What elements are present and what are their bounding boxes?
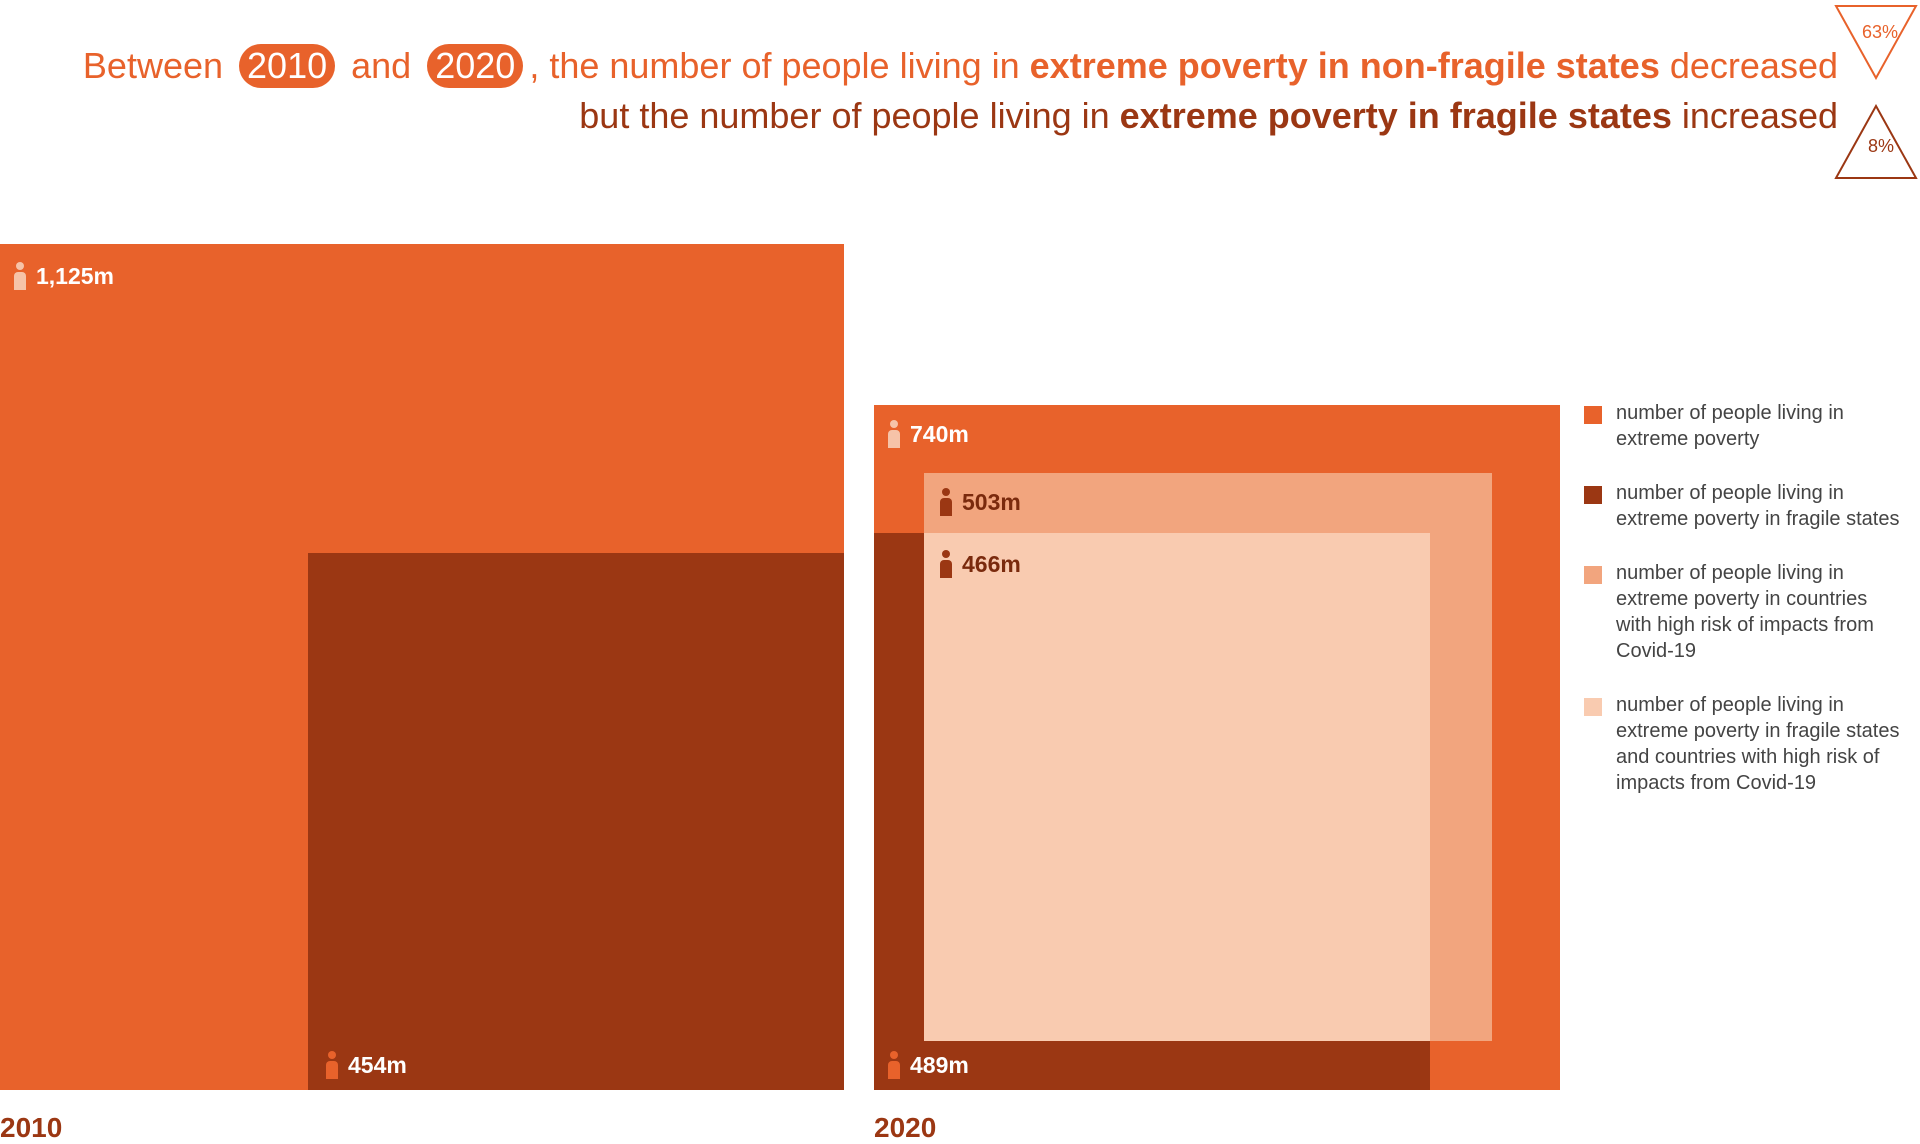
headline-rest: , the number of people living in	[529, 45, 1020, 86]
headline-mid: and	[351, 45, 412, 86]
headline-prefix: Between	[82, 45, 224, 86]
headline-line-1: Between 2010 and 2020, the number of peo…	[83, 44, 1838, 88]
legend-swatch	[1584, 566, 1602, 584]
value-label: 466m	[962, 550, 1021, 577]
value-label: 1,125m	[36, 262, 115, 289]
headline2-prefix: but the number of people living in	[579, 95, 1110, 136]
person-icon	[888, 420, 900, 448]
headline-line-2: but the number of people living in extre…	[579, 98, 1838, 134]
headline-bold-fragile: extreme poverty in fragile states	[1119, 95, 1672, 136]
legend-swatch	[1584, 486, 1602, 504]
year-label-2020: 2020	[874, 1112, 937, 1143]
person-icon	[888, 1051, 900, 1079]
label-2020-extreme-poverty: 740m	[888, 420, 969, 448]
headline-suffix-decreased: decreased	[1669, 45, 1838, 86]
person-icon	[326, 1051, 338, 1079]
label-2010-fragile: 454m	[326, 1051, 407, 1079]
increase-badge: 8%	[1867, 136, 1894, 156]
label-2010-extreme-poverty: 1,125m	[14, 262, 114, 290]
legend-item-fragile: number of people living in extreme pover…	[1584, 480, 1904, 532]
decrease-badge: 63%	[1861, 22, 1898, 42]
label-2020-fragile-and-covid: 466m	[940, 550, 1021, 578]
legend-label: number of people living in extreme pover…	[1616, 562, 1874, 662]
increase-triangle-icon	[1834, 104, 1918, 179]
label-2020-fragile: 489m	[888, 1051, 969, 1079]
legend-label: number of people living in extreme pover…	[1616, 402, 1844, 450]
legend-item-covid-risk: number of people living in extreme pover…	[1584, 560, 1904, 664]
headline2-suffix-increased: increased	[1681, 95, 1838, 136]
box-2020-fragile-and-covid	[924, 533, 1430, 1041]
value-label: 489m	[910, 1051, 969, 1078]
year-end-pill: 2020	[427, 44, 524, 88]
legend: number of people living in extreme pover…	[1584, 400, 1904, 824]
decrease-triangle-icon	[1834, 5, 1918, 80]
value-label: 454m	[348, 1051, 407, 1078]
legend-item-extreme-poverty: number of people living in extreme pover…	[1584, 400, 1904, 452]
person-icon	[14, 262, 26, 290]
legend-swatch	[1584, 698, 1602, 716]
headline-bold-nonfragile: extreme poverty in non-fragile states	[1029, 45, 1660, 86]
legend-label: number of people living in extreme pover…	[1616, 694, 1900, 794]
value-label: 740m	[910, 420, 969, 447]
legend-label: number of people living in extreme pover…	[1616, 482, 1900, 530]
year-label-2010: 2010	[0, 1112, 63, 1143]
legend-swatch	[1584, 406, 1602, 424]
person-icon	[940, 488, 952, 516]
value-label: 503m	[962, 488, 1021, 515]
legend-item-fragile-and-covid: number of people living in extreme pover…	[1584, 692, 1904, 796]
box-2010-fragile	[308, 553, 844, 1090]
person-icon	[940, 550, 952, 578]
label-2020-covid-risk: 503m	[940, 488, 1021, 516]
year-start-pill: 2010	[239, 44, 336, 88]
